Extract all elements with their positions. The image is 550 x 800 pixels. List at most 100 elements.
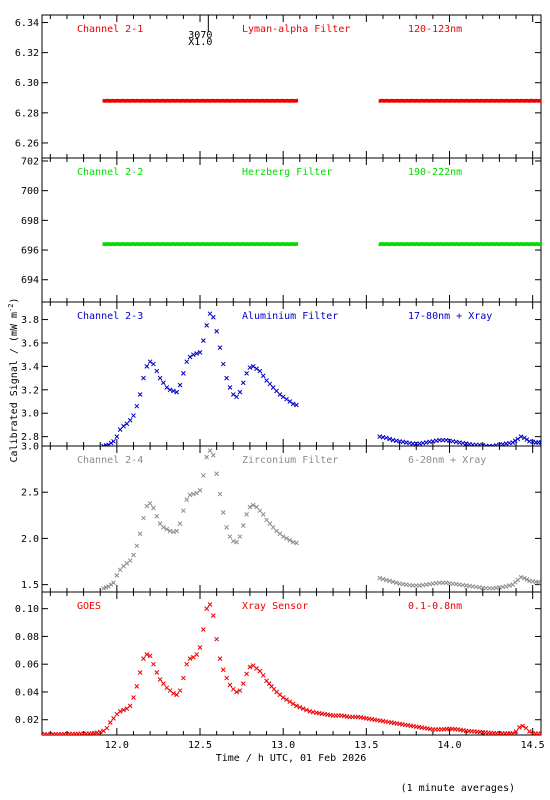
data-point — [524, 437, 530, 442]
data-point — [107, 242, 111, 246]
data-point — [250, 98, 254, 103]
data-point-stroke — [147, 653, 153, 659]
y-tick-label: 6.28 — [15, 108, 39, 119]
data-point — [515, 436, 521, 442]
data-point — [300, 706, 306, 711]
data-point — [107, 720, 113, 725]
data-point — [475, 242, 478, 246]
data-point — [501, 242, 505, 246]
y-tick-label: 6.32 — [15, 48, 39, 59]
data-point — [224, 375, 229, 381]
data-point — [525, 98, 528, 103]
data-point — [526, 99, 530, 103]
data-point — [401, 242, 405, 246]
data-point — [272, 242, 275, 246]
data-point — [222, 99, 225, 103]
data-point — [385, 242, 388, 246]
data-point-stroke — [483, 443, 487, 446]
data-point — [258, 242, 262, 247]
data-point — [191, 491, 196, 497]
data-point-stroke — [103, 585, 109, 590]
data-point — [195, 98, 199, 103]
data-point — [273, 99, 277, 103]
data-point — [160, 242, 164, 246]
data-point-stroke — [237, 688, 243, 693]
data-point-stroke — [164, 685, 170, 691]
data-point — [516, 242, 520, 246]
data-point — [218, 242, 222, 247]
data-point — [381, 242, 385, 246]
data-point — [476, 99, 480, 103]
data-point — [411, 99, 415, 103]
data-point — [430, 98, 433, 103]
data-point — [522, 435, 527, 441]
data-point — [433, 242, 437, 247]
data-point — [120, 242, 124, 246]
data-point — [235, 242, 239, 246]
data-point — [106, 442, 111, 446]
data-point — [245, 242, 249, 246]
data-point — [247, 99, 250, 103]
data-point-stroke — [240, 380, 246, 386]
data-point — [109, 242, 112, 247]
data-point — [257, 368, 263, 374]
data-point — [456, 242, 460, 246]
data-point — [445, 98, 448, 103]
data-point — [493, 99, 497, 103]
data-point — [420, 242, 423, 246]
data-points — [42, 602, 541, 735]
data-point-stroke — [171, 388, 176, 394]
data-point — [505, 242, 508, 246]
data-point — [378, 99, 382, 103]
data-point — [207, 242, 210, 246]
data-point-stroke — [191, 491, 196, 497]
data-point-stroke — [204, 454, 210, 460]
data-point — [155, 242, 159, 246]
data-point — [110, 242, 114, 246]
data-point — [147, 653, 153, 659]
data-point — [165, 98, 169, 103]
data-point — [210, 242, 214, 246]
data-point — [255, 242, 259, 246]
data-point — [478, 242, 482, 247]
panel-frame — [41, 301, 542, 447]
data-point — [200, 98, 204, 103]
data-point-stroke — [210, 452, 216, 458]
data-point-stroke — [157, 677, 163, 682]
data-point — [130, 242, 134, 246]
data-point — [107, 99, 111, 103]
data-point — [285, 242, 289, 246]
data-point — [125, 98, 129, 103]
channel-label: Channel 2-2 — [77, 167, 143, 178]
data-point-stroke — [197, 488, 203, 493]
band-label: 17-80nm + Xray — [408, 311, 492, 322]
data-point-stroke — [167, 688, 173, 693]
data-point — [515, 242, 518, 246]
data-point-stroke — [237, 534, 243, 539]
data-point-stroke — [217, 656, 223, 661]
data-point — [167, 99, 171, 103]
data-point — [310, 709, 316, 715]
data-point — [224, 675, 229, 681]
data-point — [129, 242, 132, 247]
data-point-stroke — [167, 528, 173, 534]
data-point — [506, 242, 510, 246]
data-point — [293, 99, 297, 103]
data-point — [436, 99, 440, 103]
data-point — [498, 242, 502, 247]
data-point — [204, 323, 210, 328]
data-point — [400, 242, 403, 246]
data-point-stroke — [234, 394, 239, 400]
data-point — [220, 98, 224, 103]
data-point — [111, 715, 116, 721]
data-point — [265, 98, 269, 103]
data-point — [466, 99, 470, 103]
data-point-stroke — [503, 441, 509, 446]
filter-label: Herzberg Filter — [242, 167, 332, 178]
data-point — [275, 98, 279, 103]
data-point — [200, 627, 206, 632]
data-point — [207, 99, 210, 103]
data-point — [223, 242, 227, 247]
data-point — [237, 688, 243, 693]
data-point — [274, 388, 279, 394]
